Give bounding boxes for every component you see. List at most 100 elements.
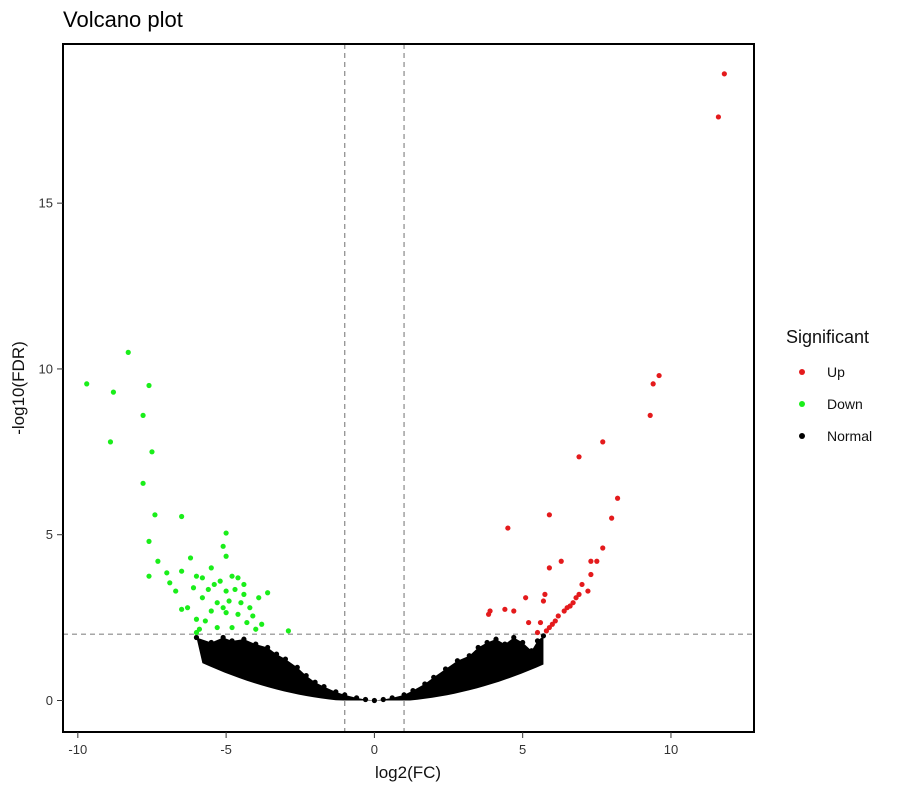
point-down <box>253 626 259 632</box>
point-down <box>173 588 179 594</box>
point-down <box>223 530 229 536</box>
point-normal <box>362 696 369 703</box>
point-normal <box>380 696 386 703</box>
point-down <box>164 570 170 576</box>
point-up <box>594 558 600 564</box>
point-down <box>155 558 161 564</box>
point-up <box>558 558 564 564</box>
point-normal <box>354 695 360 701</box>
point-up <box>485 611 492 617</box>
point-normal <box>193 634 200 641</box>
point-normal <box>253 641 259 647</box>
y-axis-title: -log10(FDR) <box>9 341 28 435</box>
point-up <box>546 512 552 518</box>
point-up <box>549 621 555 627</box>
point-down <box>229 573 235 579</box>
point-normal <box>484 639 490 646</box>
point-normal <box>534 638 541 644</box>
point-up <box>505 525 511 531</box>
point-normal <box>410 687 416 694</box>
point-normal <box>371 697 377 704</box>
point-down <box>140 412 146 418</box>
point-down <box>202 618 208 624</box>
point-up <box>555 613 561 619</box>
legend: Significant Up Down Normal <box>786 327 872 444</box>
point-up <box>552 618 558 624</box>
point-down <box>235 611 241 617</box>
series-up <box>485 71 727 636</box>
point-normal <box>511 634 517 641</box>
y-axis: 0 5 10 15 <box>39 196 63 708</box>
point-down <box>179 568 185 574</box>
point-down <box>179 513 185 520</box>
point-up <box>588 558 594 564</box>
legend-marker-up <box>799 369 805 375</box>
point-normal <box>241 636 247 642</box>
point-down <box>214 600 220 606</box>
point-up <box>523 595 529 601</box>
point-down <box>193 629 200 636</box>
point-up <box>542 591 548 598</box>
y-tick-label: 5 <box>46 527 53 542</box>
plot-border <box>62 43 755 733</box>
point-up <box>576 591 582 598</box>
legend-label-up: Up <box>827 364 845 380</box>
point-up <box>511 608 517 614</box>
point-up <box>600 545 606 551</box>
point-down <box>146 573 152 579</box>
point-down <box>187 555 194 561</box>
point-normal <box>493 636 499 642</box>
point-down <box>190 585 197 591</box>
x-axis-title: log2(FC) <box>375 763 441 782</box>
point-normal <box>273 651 280 657</box>
x-tick-label: 5 <box>519 742 526 757</box>
point-normal <box>475 644 481 651</box>
point-up <box>534 629 541 636</box>
point-up <box>537 619 544 626</box>
point-up <box>715 114 722 120</box>
point-up <box>588 571 594 578</box>
point-down <box>223 553 229 559</box>
point-down <box>196 626 203 632</box>
point-normal <box>442 666 449 672</box>
point-down <box>146 538 152 544</box>
point-up <box>540 598 547 604</box>
point-down <box>256 595 262 601</box>
point-down <box>140 480 146 486</box>
point-normal <box>208 639 214 646</box>
point-up <box>526 619 532 626</box>
point-down <box>241 581 247 588</box>
x-tick-label: 0 <box>371 742 378 757</box>
point-down <box>208 565 214 571</box>
point-down <box>229 624 235 631</box>
point-up <box>570 600 576 606</box>
point-down <box>220 543 226 549</box>
point-normal <box>321 683 327 690</box>
point-normal <box>520 639 526 646</box>
point-up <box>585 588 591 594</box>
legend-label-normal: Normal <box>827 428 872 444</box>
point-normal <box>229 638 235 644</box>
point-down <box>214 624 220 631</box>
point-down <box>205 586 211 593</box>
point-down <box>167 580 173 586</box>
point-down <box>199 595 205 601</box>
point-normal <box>389 695 395 701</box>
point-normal <box>303 673 309 679</box>
point-normal <box>294 664 300 670</box>
point-normal <box>282 656 289 662</box>
point-down <box>193 573 200 579</box>
point-up <box>502 606 508 612</box>
point-down <box>125 349 131 355</box>
point-down <box>179 606 185 612</box>
point-down <box>223 610 229 616</box>
point-up <box>656 372 662 379</box>
point-down <box>226 598 232 604</box>
point-normal <box>342 692 348 698</box>
y-tick-label: 10 <box>39 361 53 376</box>
point-down <box>107 439 114 445</box>
normal-density-band <box>196 635 544 701</box>
point-normal <box>333 689 339 695</box>
point-down <box>217 578 223 584</box>
